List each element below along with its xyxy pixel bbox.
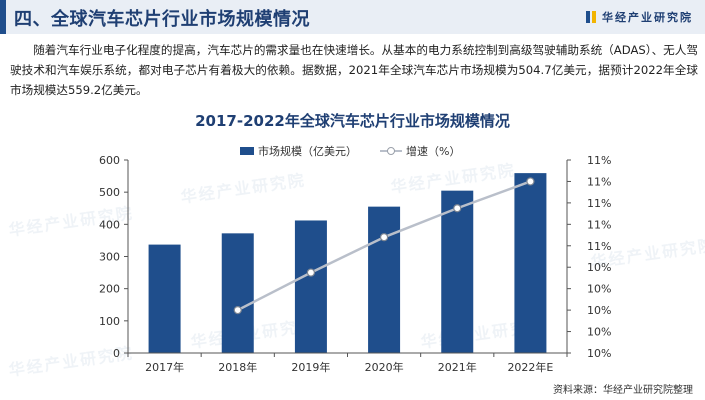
y-tick-label: 200	[99, 283, 120, 296]
x-tick-label: 2022年E	[507, 360, 553, 374]
bar	[441, 190, 474, 353]
header: 四、全球汽车芯片行业市场规模情况 华经产业研究院	[0, 0, 705, 34]
bar	[514, 173, 547, 353]
chart-legend: 市场规模（亿美元） 增速（%）	[0, 143, 705, 159]
growth-point	[526, 177, 535, 186]
x-tick-label: 2021年	[438, 360, 477, 374]
source-note: 资料来源：华经产业研究院整理	[553, 385, 693, 396]
y2-tick-label: 10%	[587, 347, 611, 360]
y2-tick-label: 10%	[587, 304, 611, 317]
y-tick-label: 400	[99, 218, 120, 231]
bar	[221, 233, 254, 353]
growth-point	[233, 306, 242, 315]
chart-plot: 0 100 200 300 400 500 600 10% 10% 10% 10% 10% 11% 11%…	[99, 154, 611, 374]
y2-tick-label: 11%	[587, 197, 611, 210]
y-tick-label: 100	[99, 315, 120, 328]
growth-point	[306, 268, 316, 277]
legend-label-line: 增速（%）	[406, 145, 461, 158]
legend-label-bar: 市场规模（亿美元）	[258, 145, 357, 158]
y2-tick-label: 11%	[587, 240, 611, 253]
y2-tick-label: 11%	[587, 218, 611, 231]
bar	[368, 206, 401, 353]
page-title: 四、全球汽车芯片行业市场规模情况	[14, 9, 310, 30]
y-tick-label: 300	[99, 251, 120, 264]
y2-tick-label: 11%	[587, 175, 611, 188]
bar	[294, 220, 327, 353]
y2-tick-label: 10%	[587, 326, 611, 339]
x-tick-label: 2019年	[291, 360, 330, 374]
chart-title: 2017-2022年全球汽车芯片行业市场规模情况	[195, 112, 510, 130]
y-tick-label: 0	[113, 347, 120, 360]
growth-point	[379, 233, 389, 242]
brand-logo-icon	[586, 11, 596, 23]
y2-tick-label: 11%	[587, 154, 611, 167]
bar	[148, 244, 181, 353]
x-tick-label: 2018年	[218, 360, 257, 374]
legend-line-swatch	[380, 147, 402, 155]
x-tick-label: 2020年	[365, 360, 404, 374]
y2-tick-label: 10%	[587, 283, 611, 296]
intro-paragraph: 随着汽车行业电子化程度的提高，汽车芯片的需求量也在快速增长。从基本的电力系统控制…	[10, 43, 698, 97]
y-tick-label: 600	[99, 154, 120, 167]
y-tick-label: 500	[99, 186, 120, 199]
brand-name: 华经产业研究院	[602, 11, 693, 24]
x-tick-label: 2017年	[145, 360, 184, 374]
legend-item-line: 增速（%）	[380, 143, 460, 159]
growth-point	[453, 204, 462, 213]
legend-bar-swatch	[240, 147, 254, 155]
y2-tick-label: 10%	[587, 261, 611, 274]
header-accent-bar	[0, 0, 6, 34]
legend-item-bar: 市场规模（亿美元）	[240, 143, 357, 159]
brand: 华经产业研究院	[586, 9, 693, 25]
